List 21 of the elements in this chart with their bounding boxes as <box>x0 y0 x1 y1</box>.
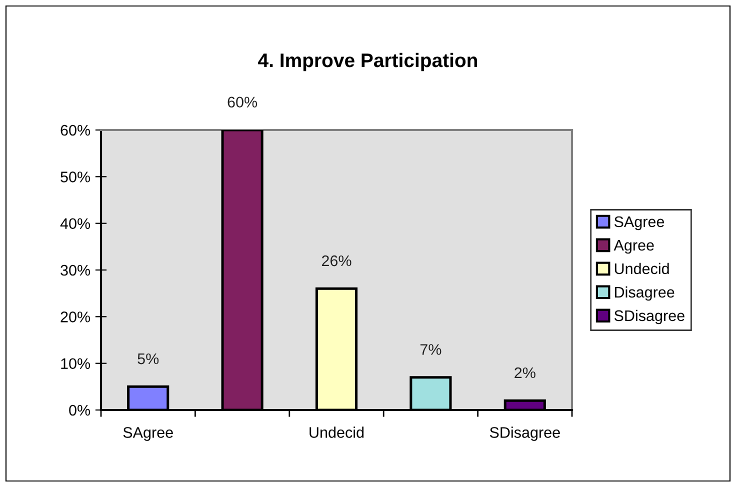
legend-label: Agree <box>614 240 654 254</box>
legend-label: Disagree <box>615 286 674 301</box>
x-tick-label: SDisagree <box>490 426 560 441</box>
data-label: 26% <box>322 255 352 266</box>
data-label: 2% <box>514 367 536 378</box>
legend-label: SAgree <box>614 216 664 230</box>
chart-title: 4. Improve Participation <box>258 52 478 72</box>
data-label: 5% <box>138 353 159 364</box>
y-tick-label: 60% <box>60 124 90 136</box>
y-tick-label: 20% <box>60 312 90 322</box>
data-label: 60% <box>228 96 258 108</box>
legend-label: SDisagree <box>614 310 684 324</box>
x-tick-label: SAgree <box>123 427 173 441</box>
y-tick-label: 30% <box>60 264 90 276</box>
legend-label: Undecid <box>614 262 669 274</box>
y-tick-label: 0% <box>69 404 90 416</box>
y-tick-label: 10% <box>61 358 90 370</box>
x-tick-label: Undecid <box>310 426 364 438</box>
y-tick-label: 50% <box>60 172 90 182</box>
data-label: 7% <box>420 344 442 355</box>
y-tick-label: 40% <box>60 218 90 230</box>
